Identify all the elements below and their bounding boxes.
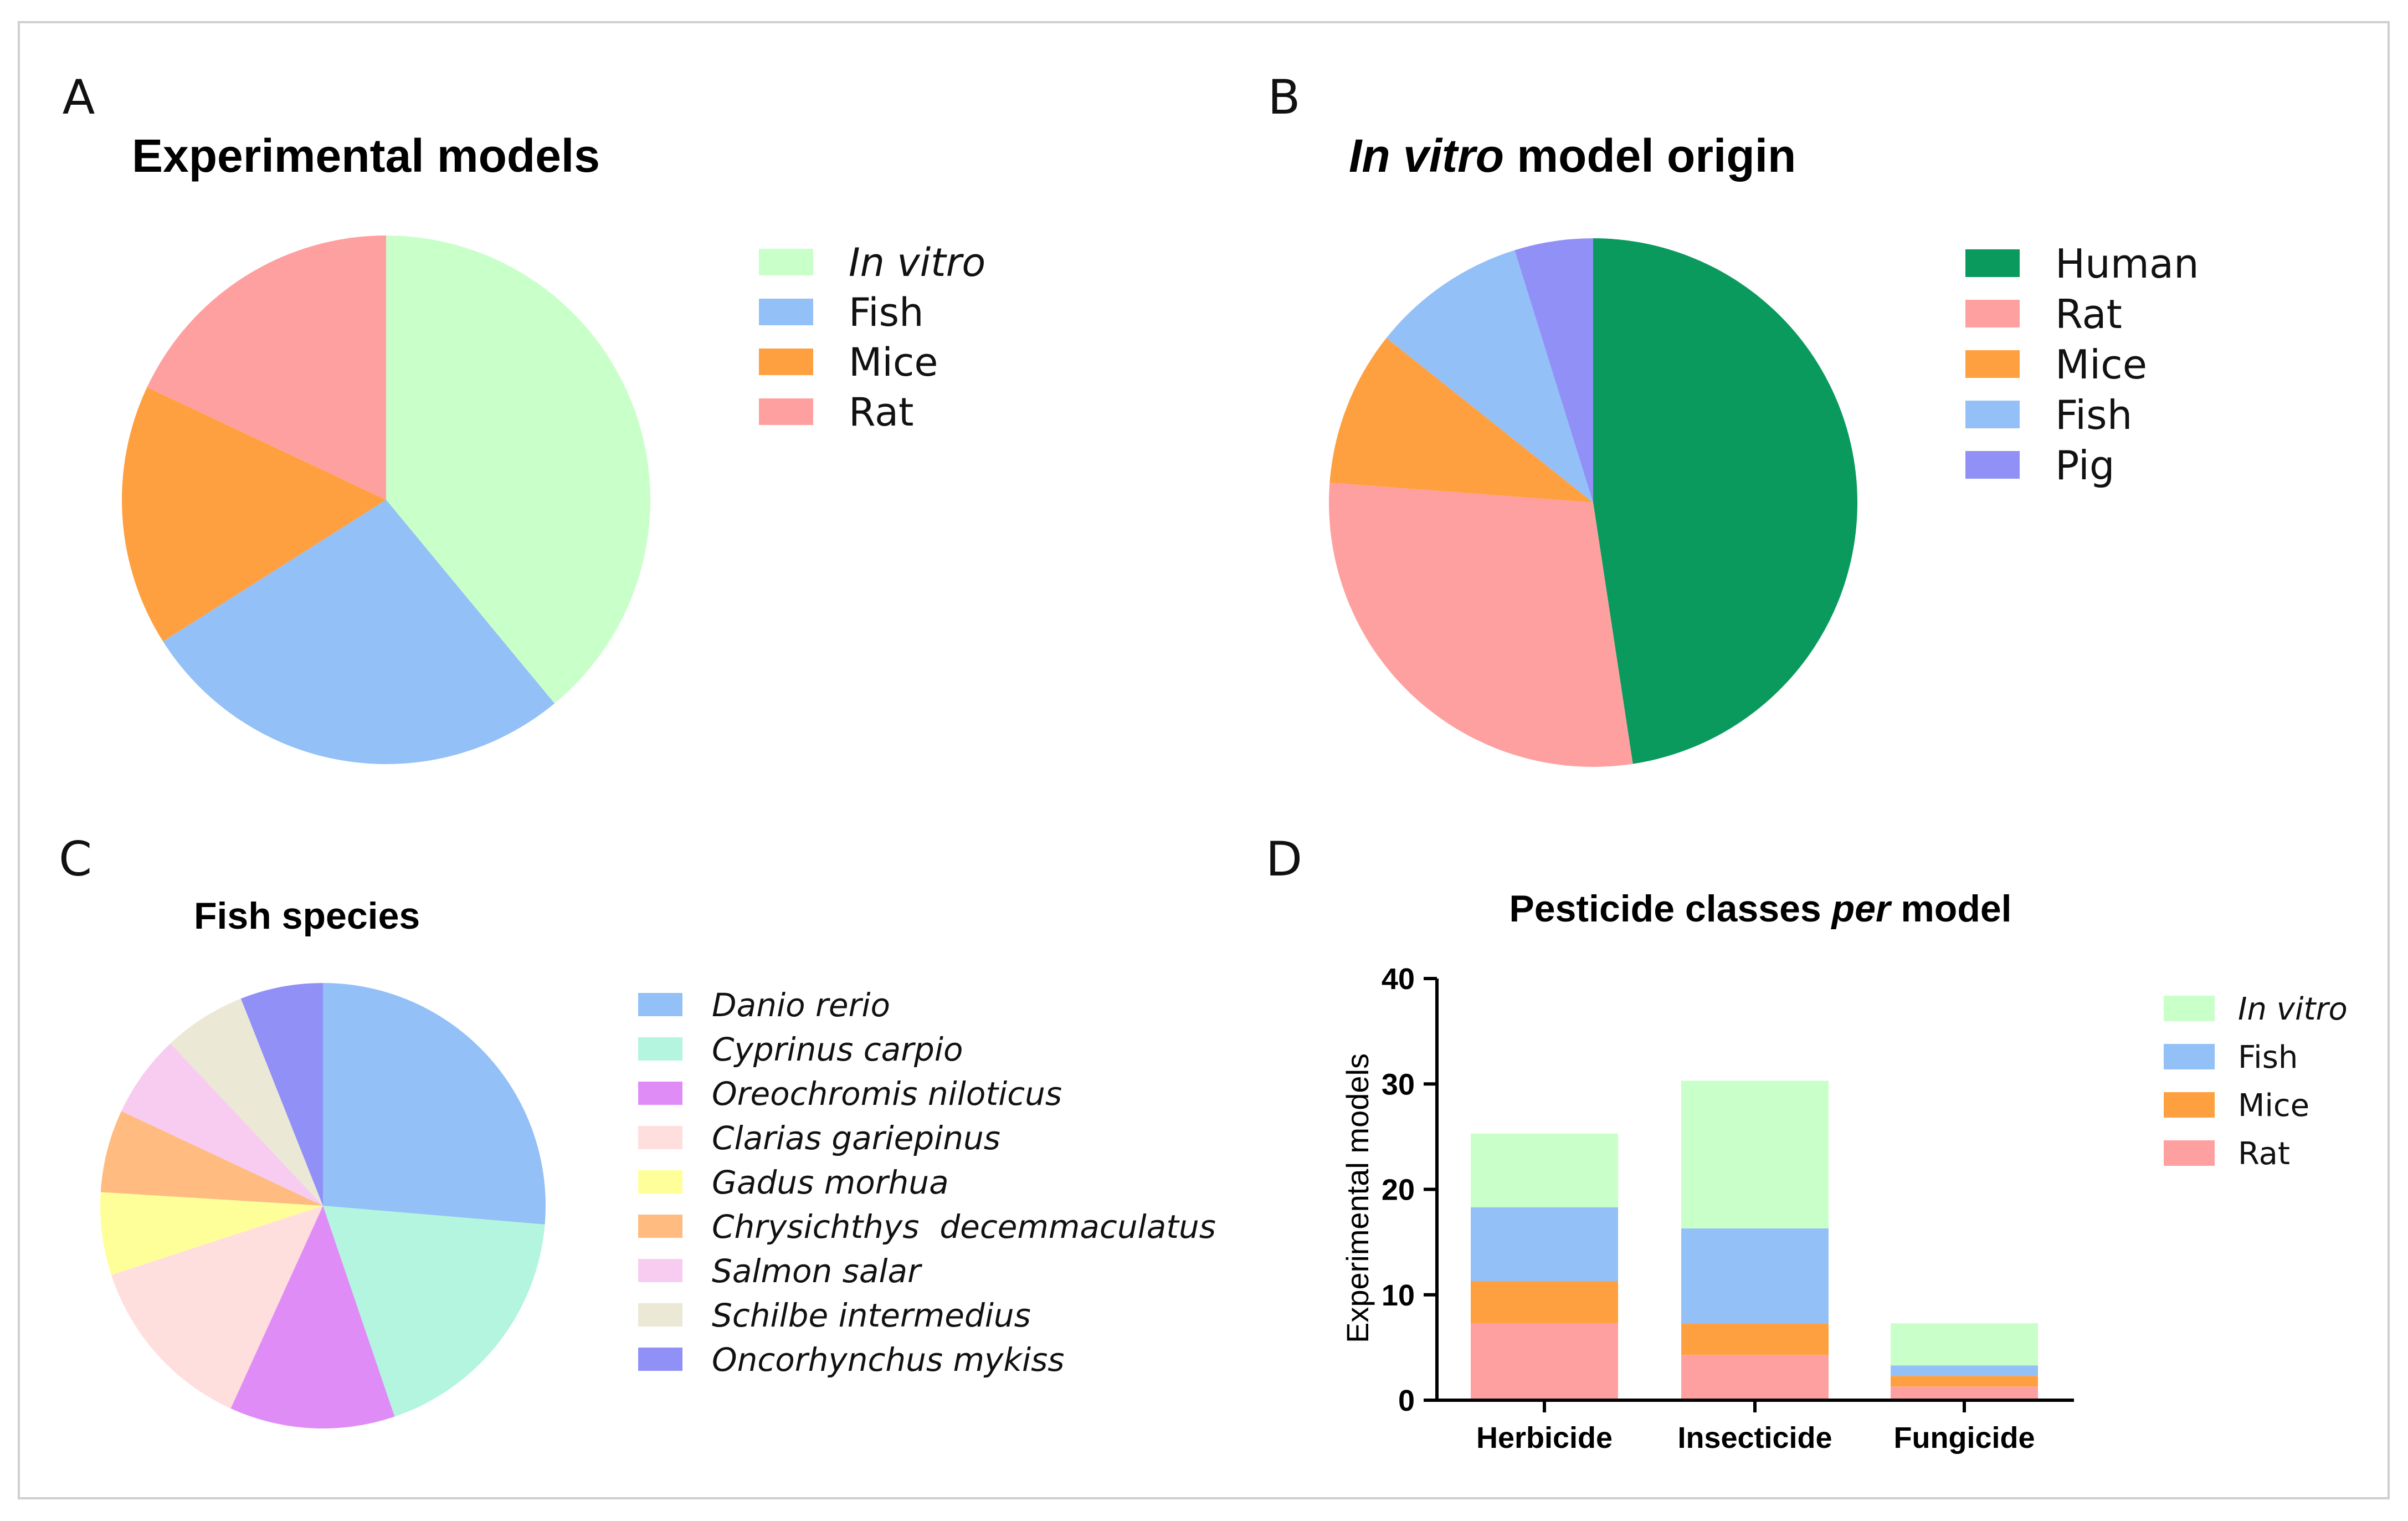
pie-b-slice-rat <box>1329 483 1633 767</box>
legend-swatch-c-schilbe-intermedius <box>638 1303 682 1327</box>
chart-title-d: Pesticide classes per model <box>1509 888 2011 930</box>
legend-swatch-a-in-vitro <box>759 249 813 275</box>
legend-label-b-rat: Rat <box>2055 291 2122 337</box>
pie-c-slice-schilbe-intermedius <box>170 998 323 1206</box>
pie-c-slice-danio-rerio <box>323 983 546 1225</box>
legend-label-c-cyprinus-carpio: Cyprinus carpio <box>712 1031 963 1068</box>
x-tick-label-fungicide: Fungicide <box>1894 1421 2035 1455</box>
pie-a-slice-fish <box>163 500 555 764</box>
legend-swatch-d-fish <box>2164 1044 2215 1069</box>
panel-letter-b: B <box>1268 70 1301 125</box>
pie-b-slice-mice <box>1329 337 1593 503</box>
legend-label-b-mice: Mice <box>2055 341 2147 388</box>
legend-swatch-c-oreochromis-niloticus <box>638 1082 682 1105</box>
panel-letter-a: A <box>63 70 95 125</box>
legend-swatch-c-oncorhynchus-mykiss <box>638 1348 682 1371</box>
legend-label-a-in-vitro: In vitro <box>849 240 985 285</box>
bar-fungicide-fish <box>1891 1365 2038 1376</box>
pie-c-slice-oncorhynchus-mykiss <box>240 983 323 1206</box>
legend-swatch-b-mice <box>1965 350 2020 378</box>
legend-label-c-oncorhynchus-mykiss: Oncorhynchus mykiss <box>712 1341 1065 1379</box>
legend-swatch-c-cyprinus-carpio <box>638 1037 682 1061</box>
y-tick-label-30: 30 <box>1382 1068 1415 1101</box>
bar-herbicide-mice <box>1471 1281 1618 1324</box>
bar-insecticide-in-vitro <box>1681 1080 1829 1228</box>
y-tick-label-0: 0 <box>1398 1384 1415 1417</box>
figure-frame <box>18 21 2390 1499</box>
legend-swatch-b-human <box>1965 249 2020 277</box>
legend-label-c-gadus-morhua: Gadus morhua <box>712 1164 949 1201</box>
legend-swatch-b-fish <box>1965 401 2020 428</box>
legend-swatch-c-chrysichthys-decemmaculatus <box>638 1215 682 1238</box>
pie-b-slice-fish <box>1386 250 1593 503</box>
bar-herbicide-in-vitro <box>1471 1133 1618 1207</box>
legend-swatch-a-mice <box>759 349 813 375</box>
bar-herbicide-rat <box>1471 1323 1618 1400</box>
legend-label-a-mice: Mice <box>849 340 938 385</box>
legend-label-c-oreochromis-niloticus: Oreochromis niloticus <box>712 1075 1062 1113</box>
x-tick-label-insecticide: Insecticide <box>1677 1421 1832 1455</box>
y-tick-label-20: 20 <box>1382 1174 1415 1207</box>
legend-swatch-b-pig <box>1965 451 2020 479</box>
bar-fungicide-mice <box>1891 1376 2038 1387</box>
pie-c-slice-cyprinus-carpio <box>323 1206 545 1417</box>
legend-swatch-c-danio-rerio <box>638 993 682 1016</box>
pie-c-slice-gadus-morhua <box>100 1192 324 1275</box>
chart-title-a: Experimental models <box>132 130 600 182</box>
pie-c-slice-oreochromis-niloticus <box>230 1206 395 1428</box>
y-tick-label-10: 10 <box>1382 1279 1415 1312</box>
legend-label-d-fish: Fish <box>2238 1039 2298 1076</box>
legend-label-b-fish: Fish <box>2055 392 2132 438</box>
legend-label-c-clarias-gariepinus: Clarias gariepinus <box>712 1119 1000 1157</box>
y-tick-label-40: 40 <box>1382 962 1415 996</box>
legend-label-b-human: Human <box>2055 240 2199 287</box>
pie-a-slice-in-vitro <box>386 235 650 704</box>
pie-c-slice-clarias-gariepinus <box>111 1206 324 1409</box>
panel-letter-d: D <box>1266 832 1302 887</box>
legend-label-c-salmon-salar: Salmon salar <box>712 1252 922 1290</box>
chart-title-c: Fish species <box>194 895 420 937</box>
legend-swatch-b-rat <box>1965 300 2020 327</box>
bar-herbicide-fish <box>1471 1207 1618 1282</box>
legend-swatch-c-salmon-salar <box>638 1259 682 1282</box>
legend-label-c-danio-rerio: Danio rerio <box>712 986 890 1024</box>
y-axis-label: Experimental models <box>1340 1053 1375 1343</box>
bar-fungicide-in-vitro <box>1891 1323 2038 1366</box>
legend-label-d-in-vitro: In vitro <box>2238 991 2348 1027</box>
pie-b-slice-pig <box>1514 238 1593 503</box>
legend-swatch-c-gadus-morhua <box>638 1170 682 1194</box>
legend-label-d-rat: Rat <box>2238 1136 2290 1172</box>
legend-label-a-rat: Rat <box>849 390 913 435</box>
legend-swatch-d-mice <box>2164 1092 2215 1118</box>
legend-swatch-a-rat <box>759 398 813 425</box>
legend-swatch-d-rat <box>2164 1140 2215 1166</box>
bar-insecticide-mice <box>1681 1323 1829 1355</box>
legend-swatch-c-clarias-gariepinus <box>638 1126 682 1149</box>
legend-label-c-schilbe-intermedius: Schilbe intermedius <box>712 1297 1031 1334</box>
chart-title-b: In vitro model origin <box>1349 130 1796 182</box>
legend-label-c-chrysichthys-decemmaculatus: Chrysichthys decemmaculatus <box>712 1208 1216 1246</box>
pie-c-slice-salmon-salar <box>121 1043 323 1206</box>
pie-a-slice-rat <box>147 235 386 500</box>
pie-a-slice-mice <box>122 387 386 642</box>
pie-c-slice-chrysichthys-decemmaculatus <box>100 1111 323 1206</box>
bar-insecticide-rat <box>1681 1355 1829 1400</box>
legend-swatch-d-in-vitro <box>2164 996 2215 1021</box>
legend-label-d-mice: Mice <box>2238 1088 2309 1124</box>
bar-fungicide-rat <box>1891 1386 2038 1400</box>
legend-label-a-fish: Fish <box>849 290 923 335</box>
pie-b-slice-human <box>1593 238 1858 764</box>
panel-letter-c: C <box>59 832 92 887</box>
bar-insecticide-fish <box>1681 1228 1829 1324</box>
legend-label-b-pig: Pig <box>2055 442 2115 489</box>
legend-swatch-a-fish <box>759 299 813 325</box>
x-tick-label-herbicide: Herbicide <box>1476 1421 1613 1455</box>
